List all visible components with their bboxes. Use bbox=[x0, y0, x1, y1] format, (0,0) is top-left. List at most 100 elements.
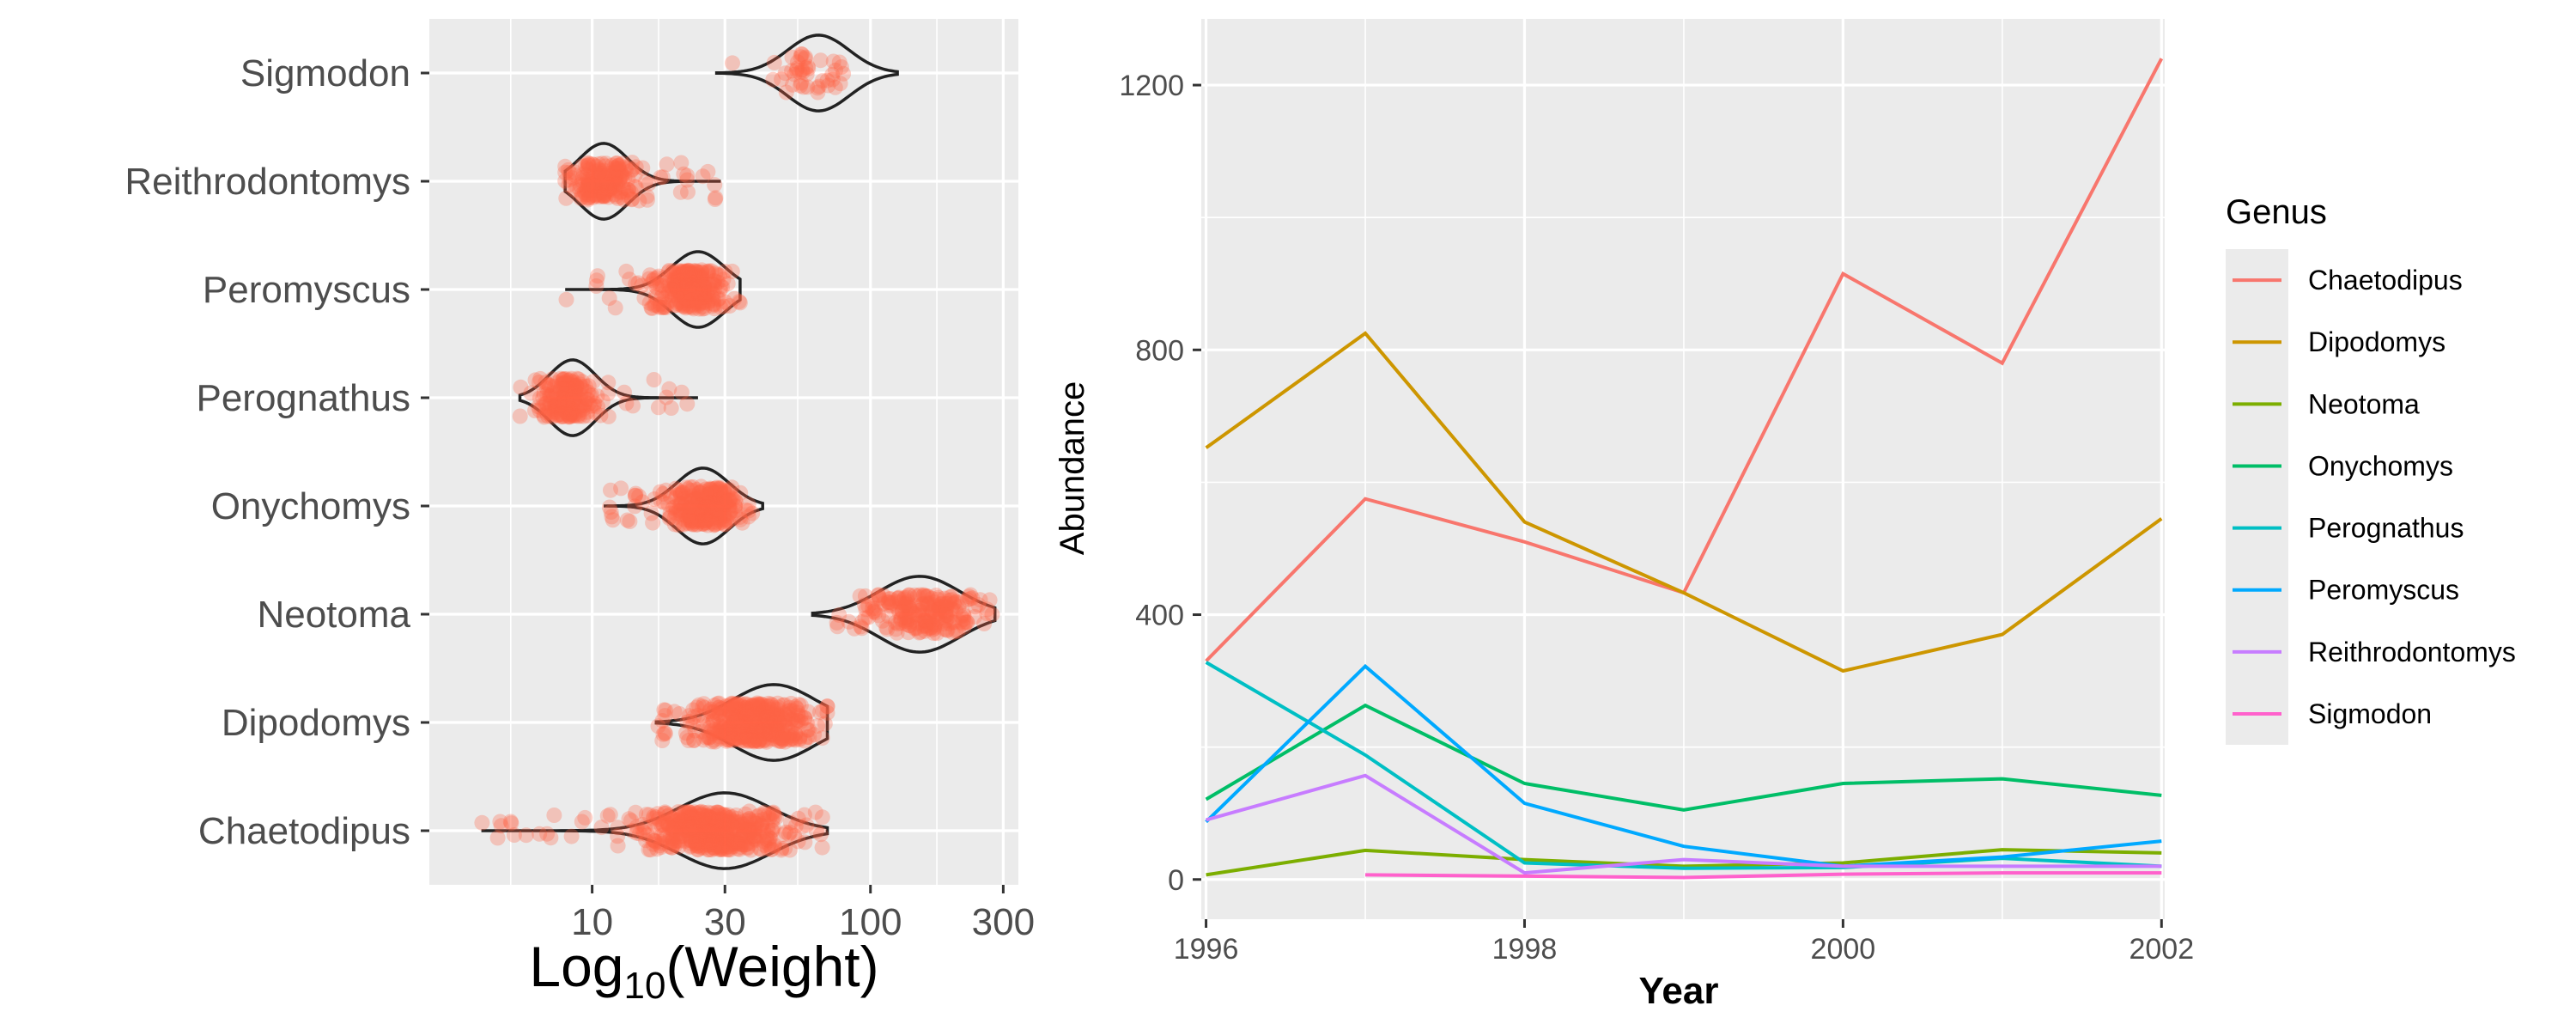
point-dipodomys bbox=[739, 727, 756, 743]
point-peromyscus bbox=[691, 301, 708, 317]
point-neotoma bbox=[954, 594, 970, 610]
point-reithrodontomys bbox=[628, 159, 644, 175]
point-dipodomys bbox=[785, 710, 800, 727]
point-reithrodontomys bbox=[581, 162, 597, 178]
point-perognathus bbox=[531, 399, 547, 415]
point-onychomys bbox=[694, 506, 710, 521]
point-perognathus bbox=[536, 407, 552, 424]
point-sigmodon bbox=[790, 54, 805, 70]
point-onychomys bbox=[686, 505, 702, 521]
point-onychomys bbox=[691, 508, 708, 524]
point-reithrodontomys bbox=[614, 155, 630, 172]
point-sigmodon bbox=[810, 84, 826, 101]
point-dipodomys bbox=[738, 704, 754, 721]
point-dipodomys bbox=[788, 700, 805, 716]
point-onychomys bbox=[671, 517, 687, 533]
point-neotoma bbox=[923, 619, 939, 636]
point-dipodomys bbox=[806, 727, 823, 743]
point-dipodomys bbox=[775, 731, 792, 747]
point-peromyscus bbox=[700, 265, 716, 281]
point-dipodomys bbox=[712, 718, 728, 734]
point-chaetodipus bbox=[711, 841, 727, 857]
point-chaetodipus bbox=[808, 823, 824, 839]
point-dipodomys bbox=[776, 697, 793, 713]
point-neotoma bbox=[930, 598, 946, 614]
point-neotoma bbox=[979, 601, 995, 618]
point-reithrodontomys bbox=[598, 180, 615, 196]
point-peromyscus bbox=[680, 299, 696, 315]
point-neotoma bbox=[857, 597, 872, 613]
point-neotoma bbox=[928, 588, 945, 603]
point-onychomys bbox=[699, 507, 715, 523]
point-reithrodontomys bbox=[580, 190, 596, 206]
point-peromyscus bbox=[666, 272, 683, 289]
point-chaetodipus bbox=[690, 826, 707, 842]
point-chaetodipus bbox=[665, 832, 681, 849]
point-perognathus bbox=[571, 395, 587, 411]
point-reithrodontomys bbox=[617, 159, 634, 175]
point-peromyscus bbox=[656, 299, 672, 315]
point-perognathus bbox=[546, 378, 562, 394]
point-dipodomys bbox=[763, 716, 780, 732]
point-peromyscus bbox=[688, 267, 704, 283]
point-perognathus bbox=[559, 405, 575, 420]
point-onychomys bbox=[627, 487, 643, 503]
point-dipodomys bbox=[781, 731, 798, 747]
point-perognathus bbox=[562, 399, 578, 416]
point-neotoma bbox=[944, 592, 960, 608]
point-peromyscus bbox=[701, 277, 717, 293]
point-peromyscus bbox=[665, 263, 681, 279]
point-neotoma bbox=[938, 607, 954, 624]
point-onychomys bbox=[716, 516, 732, 533]
point-dipodomys bbox=[751, 704, 768, 721]
point-sigmodon bbox=[774, 71, 790, 88]
point-reithrodontomys bbox=[585, 168, 601, 185]
point-dipodomys bbox=[717, 708, 733, 724]
point-dipodomys bbox=[738, 704, 754, 720]
point-perognathus bbox=[595, 393, 611, 409]
point-onychomys bbox=[694, 483, 709, 499]
point-peromyscus bbox=[707, 281, 723, 297]
point-chaetodipus bbox=[621, 811, 637, 827]
point-chaetodipus bbox=[703, 834, 720, 850]
point-dipodomys bbox=[797, 710, 813, 727]
point-perognathus bbox=[566, 406, 582, 423]
point-dipodomys bbox=[741, 710, 757, 727]
point-neotoma bbox=[939, 622, 955, 638]
point-dipodomys bbox=[695, 708, 711, 724]
point-dipodomys bbox=[764, 704, 781, 721]
point-dipodomys bbox=[783, 724, 799, 741]
point-reithrodontomys bbox=[596, 162, 612, 179]
point-neotoma bbox=[942, 593, 958, 608]
point-neotoma bbox=[898, 594, 914, 611]
point-peromyscus bbox=[721, 298, 738, 314]
point-perognathus bbox=[582, 387, 598, 404]
point-perognathus bbox=[563, 406, 580, 423]
point-onychomys bbox=[710, 481, 726, 497]
point-dipodomys bbox=[756, 728, 772, 745]
point-neotoma bbox=[925, 615, 941, 631]
point-dipodomys bbox=[706, 732, 722, 748]
point-onychomys bbox=[673, 495, 690, 511]
right-x-tick-label-2000: 2000 bbox=[1811, 933, 1876, 966]
point-reithrodontomys bbox=[601, 180, 617, 197]
point-onychomys bbox=[700, 489, 716, 505]
point-peromyscus bbox=[679, 284, 696, 300]
point-peromyscus bbox=[690, 297, 707, 314]
point-onychomys bbox=[613, 480, 629, 497]
point-perognathus bbox=[568, 387, 585, 403]
point-dipodomys bbox=[724, 695, 740, 711]
point-dipodomys bbox=[787, 726, 804, 742]
point-neotoma bbox=[930, 600, 946, 617]
point-neotoma bbox=[952, 614, 969, 631]
point-reithrodontomys bbox=[572, 177, 588, 193]
point-perognathus bbox=[555, 381, 571, 397]
point-dipodomys bbox=[656, 702, 672, 718]
point-onychomys bbox=[732, 509, 748, 525]
point-chaetodipus bbox=[646, 810, 662, 826]
point-chaetodipus bbox=[653, 817, 670, 833]
point-dipodomys bbox=[781, 703, 798, 718]
point-chaetodipus bbox=[695, 838, 711, 854]
